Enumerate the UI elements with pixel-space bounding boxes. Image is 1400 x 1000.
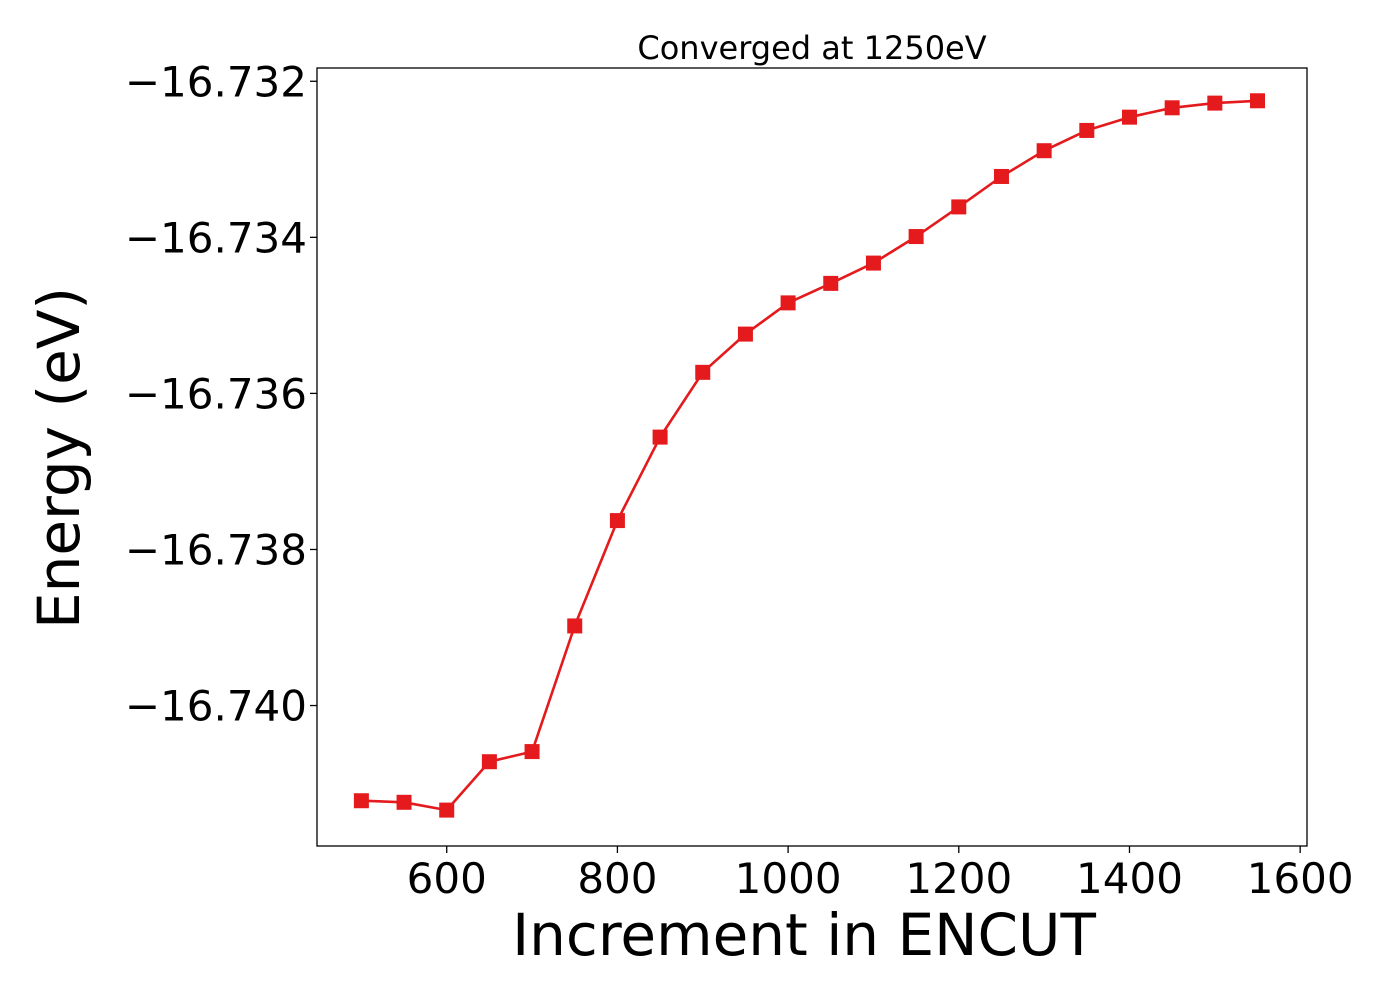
data-point-marker (1164, 100, 1180, 116)
data-point-marker (823, 275, 839, 291)
data-point-marker (1250, 93, 1265, 109)
data-point-marker (567, 618, 583, 634)
data-point-marker (1121, 109, 1137, 125)
x-tick-label: 1000 (735, 854, 842, 903)
y-tick-label: −16.732 (125, 57, 307, 106)
data-point-marker (1036, 143, 1052, 159)
data-point-marker (609, 513, 625, 529)
data-point-marker (1079, 122, 1095, 138)
data-point-marker (481, 754, 497, 770)
data-point-marker (396, 794, 412, 810)
x-axis-label: Increment in ENCUT (512, 901, 1096, 969)
data-point-marker (695, 364, 711, 380)
y-axis-label: Energy (eV) (25, 287, 93, 629)
data-point-marker (737, 326, 753, 342)
x-tick-label: 800 (577, 854, 657, 903)
y-tick-label: −16.740 (125, 682, 307, 731)
chart-title: Converged at 1250eV (637, 29, 986, 67)
data-point-marker (780, 295, 796, 311)
data-point-marker (993, 168, 1009, 184)
y-axis: −16.740 −16.738 −16.736 −16.734 −16.732 (125, 57, 317, 731)
data-point-marker (1207, 95, 1223, 111)
data-point-marker (353, 793, 369, 809)
x-tick-label: 1200 (905, 854, 1012, 903)
data-point-marker (439, 802, 455, 818)
data-point-marker (652, 429, 668, 445)
x-tick-label: 1600 (1247, 854, 1354, 903)
data-point-marker (908, 229, 924, 245)
y-tick-label: −16.738 (125, 525, 307, 574)
y-tick-label: −16.734 (125, 213, 307, 262)
x-tick-label: 1400 (1076, 854, 1183, 903)
x-tick-label: 600 (407, 854, 487, 903)
y-tick-label: −16.736 (125, 369, 307, 418)
data-point-marker (524, 744, 540, 760)
data-point-marker (865, 255, 881, 271)
series-line (361, 99, 1258, 812)
series-layer (353, 93, 1265, 818)
x-axis: 600 800 1000 1200 1400 1600 (407, 846, 1354, 903)
data-point-marker (951, 199, 967, 215)
plot-area-frame (316, 67, 1308, 847)
